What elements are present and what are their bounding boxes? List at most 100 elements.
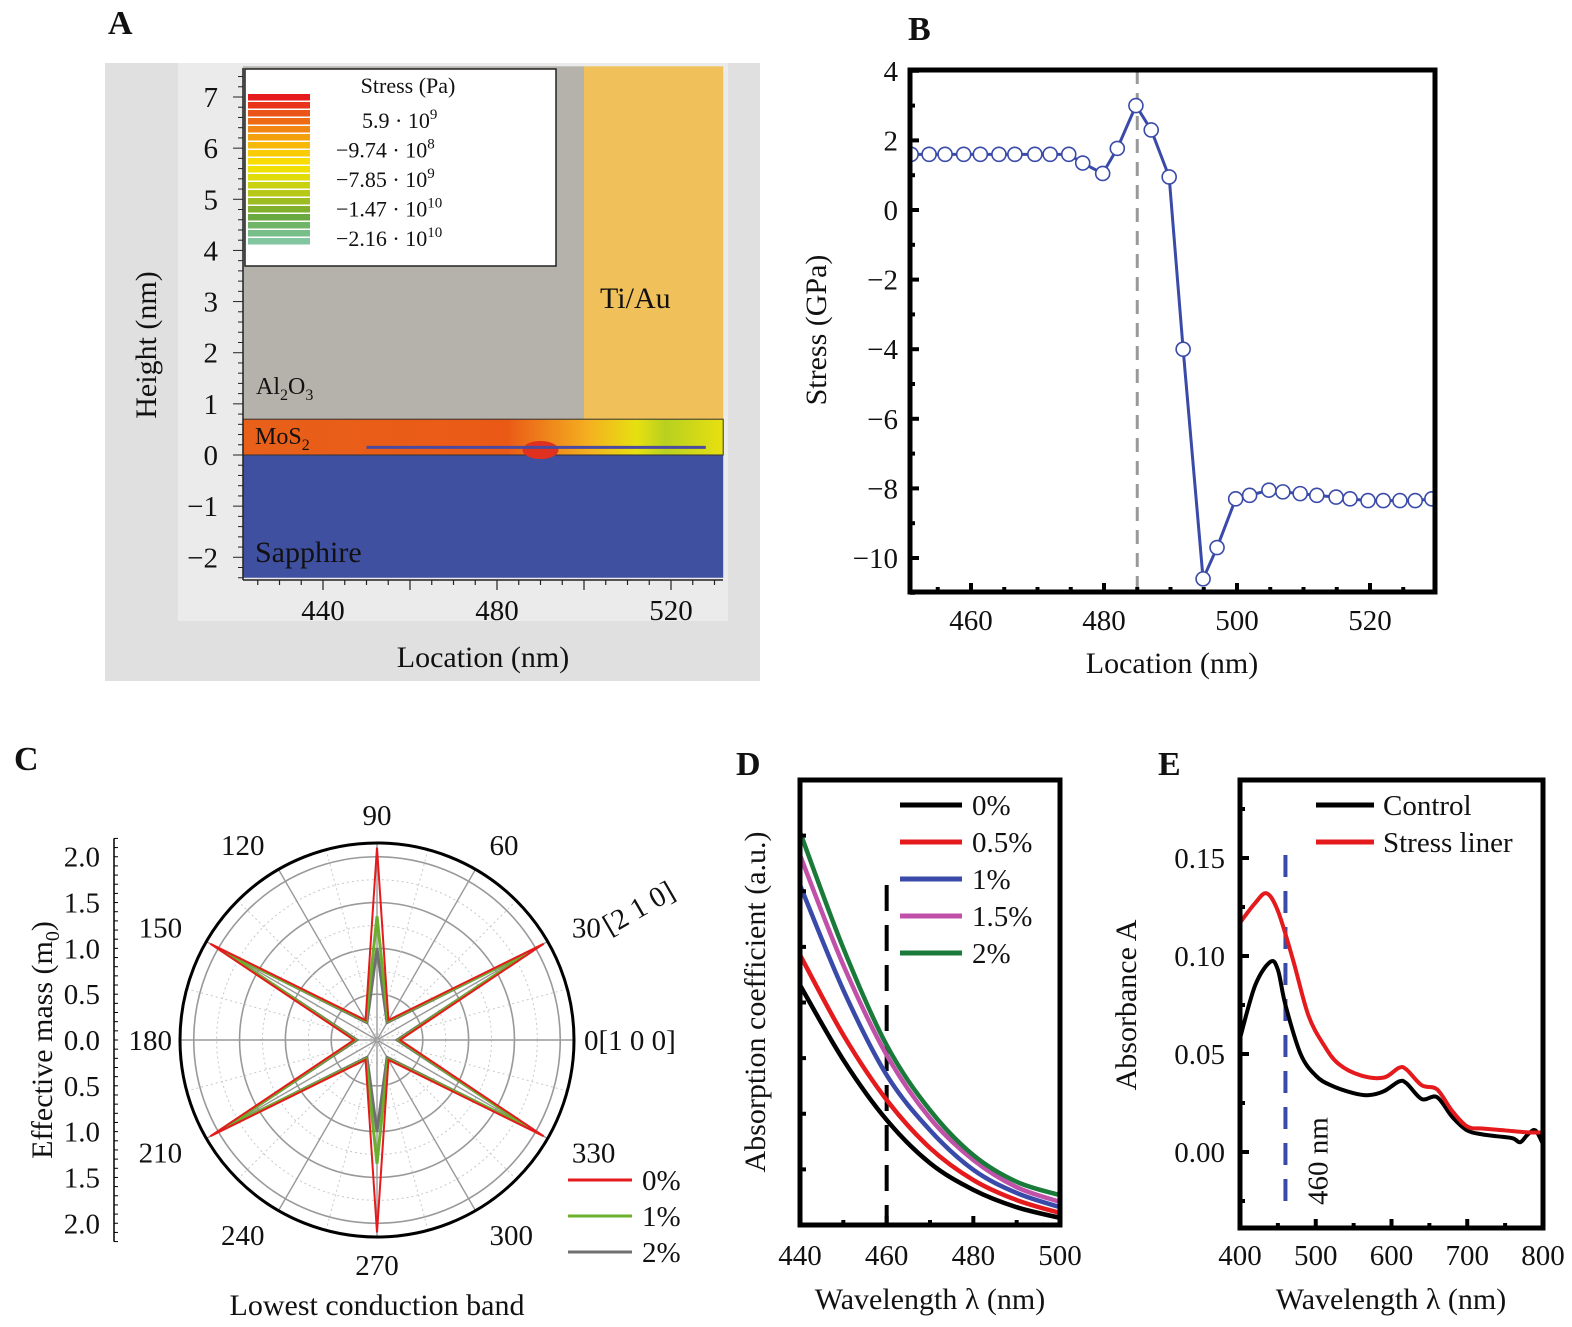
radial-tick-label: 2.0 <box>64 842 100 874</box>
x-tick-label: 400 <box>1218 1240 1262 1272</box>
panel-b-x-label: Location (nm) <box>1086 647 1258 680</box>
colorbar-tick-label: −1.47 · 1010 <box>336 196 442 222</box>
data-point <box>1128 97 1144 114</box>
y-tick-label: 0 <box>884 195 899 227</box>
data-point <box>1227 491 1244 507</box>
panel-e-x-label: Wavelength λ (nm) <box>1276 1283 1506 1316</box>
grid-spoke <box>277 869 378 1041</box>
series-line-0.5% <box>798 953 1061 1216</box>
x-tick-label: 460 <box>865 1240 909 1272</box>
colorbar-tick-label: 5.9 · 109 <box>362 107 437 133</box>
data-point <box>1309 487 1325 504</box>
radial-tick-label: 0.0 <box>64 1025 100 1057</box>
region-label-al2o3: Al2O3 <box>256 374 313 404</box>
series-line-0% <box>798 984 1061 1221</box>
colorbar-swatch <box>248 174 310 181</box>
data-point <box>1109 140 1126 157</box>
panel-a-x-label: Location (nm) <box>397 641 569 674</box>
y-tick-label: 0.00 <box>1174 1137 1225 1169</box>
y-tick-label: −2 <box>867 265 898 297</box>
x-tick-label: 520 <box>649 595 693 627</box>
panel-d-absorption: 0% 0.5% 1% 1.5% 2% 440 460 480 500 <box>778 777 1082 1272</box>
legend-label: 0.5% <box>972 827 1032 859</box>
colorbar-swatch <box>248 150 310 157</box>
x-tick-label: 480 <box>475 595 519 627</box>
colorbar-swatch <box>248 222 310 229</box>
colorbar-swatch <box>248 214 310 221</box>
angle-label: 330 <box>572 1138 616 1170</box>
angle-label: 60 <box>490 830 519 862</box>
panel-c-y-label: Effective mass (m0) <box>26 921 64 1159</box>
panel-label-c: C <box>14 741 39 778</box>
data-point <box>1060 146 1077 163</box>
y-tick-label: 0.15 <box>1174 843 1225 875</box>
colorbar-swatch <box>248 206 310 213</box>
y-tick-label: −6 <box>867 404 898 436</box>
legend-label: Control <box>1383 790 1472 822</box>
y-tick-label: −1 <box>187 491 218 523</box>
panel-label-a: A <box>108 5 133 42</box>
x-tick-label: 600 <box>1370 1240 1414 1272</box>
data-series <box>910 97 1435 587</box>
colorbar-title: Stress (Pa) <box>361 73 456 98</box>
angle-label: 0[1 0 0] <box>584 1025 676 1057</box>
x-tick-label: 440 <box>778 1240 822 1272</box>
legend-label: Stress liner <box>1383 827 1513 859</box>
tick-mantissa: −2.16 · 10 <box>336 226 427 251</box>
data-point <box>1328 489 1344 505</box>
legend-label: 1% <box>642 1201 681 1233</box>
data-point <box>1375 492 1392 509</box>
panel-c-x-label: Lowest conduction band <box>230 1289 525 1322</box>
panel-b-stress-profile: 4 2 0 −2 −4 −6 −8 −10 460 480 500 520 <box>853 56 1438 637</box>
radial-tick-label: 1.0 <box>64 1117 100 1149</box>
y-tick-label: −10 <box>853 543 898 575</box>
panel-e-absorbance: 460 nm Control Stress liner 0.15 0.10 0.05 0.0… <box>1174 777 1565 1272</box>
data-point <box>921 146 937 163</box>
data-point <box>1360 492 1376 509</box>
x-tick-label: 800 <box>1521 1240 1565 1272</box>
data-point <box>1275 484 1291 500</box>
colorbar-swatch <box>248 126 310 133</box>
x-tick-label: 500 <box>1038 1240 1082 1272</box>
y-tick-label: 2 <box>204 338 219 370</box>
colorbar-swatch <box>248 158 310 165</box>
tick-mantissa: −1.47 · 10 <box>336 197 427 222</box>
radial-tick-label: 1.5 <box>64 1162 100 1194</box>
colorbar-tick-labels: 5.9 · 109−9.74 · 108−7.85 · 109−1.47 · 1… <box>336 107 442 251</box>
y-tick-label: 1 <box>204 389 219 421</box>
series-line-1% <box>797 884 1061 1210</box>
data-point <box>1074 155 1091 171</box>
data-point <box>1241 487 1258 504</box>
x-tick-label: 500 <box>1215 605 1259 637</box>
colorbar-swatch <box>248 102 310 109</box>
y-tick-label: −4 <box>867 334 898 366</box>
y-tick-label: 0.10 <box>1174 941 1225 973</box>
radial-tick-label: 1.0 <box>64 933 100 965</box>
mos2-layer <box>242 418 724 456</box>
colorbar-swatches <box>248 94 310 245</box>
data-point <box>1027 146 1043 163</box>
legend-label: 0% <box>972 790 1011 822</box>
y-tick-label: 7 <box>204 82 219 114</box>
region-label-mos2: MoS2 <box>255 424 310 454</box>
y-tick-label: −2 <box>187 542 218 574</box>
x-tick-label: 460 <box>949 605 993 637</box>
data-point <box>1175 341 1191 358</box>
data-point <box>991 146 1007 163</box>
data-point <box>1195 571 1211 587</box>
region-label-sapphire: Sapphire <box>255 536 362 569</box>
data-point <box>1042 146 1058 163</box>
colorbar-legend: Stress (Pa) 5.9 · 109−9.74 · 108−7.85 · … <box>244 68 557 267</box>
legend-label: 2% <box>972 938 1011 970</box>
plot-frame <box>907 67 1438 595</box>
y-tick-label: 6 <box>204 133 219 165</box>
angle-label: 210 <box>139 1138 183 1170</box>
tick-mantissa: −7.85 · 10 <box>336 167 427 192</box>
reference-label: 460 nm <box>1302 1117 1334 1205</box>
series-line-1.5% <box>797 854 1061 1204</box>
panel-a-y-label: Height (nm) <box>130 271 163 418</box>
tick-exponent: 9 <box>430 107 438 123</box>
stress-hotspot <box>522 441 559 459</box>
outer-circle <box>178 841 576 1239</box>
